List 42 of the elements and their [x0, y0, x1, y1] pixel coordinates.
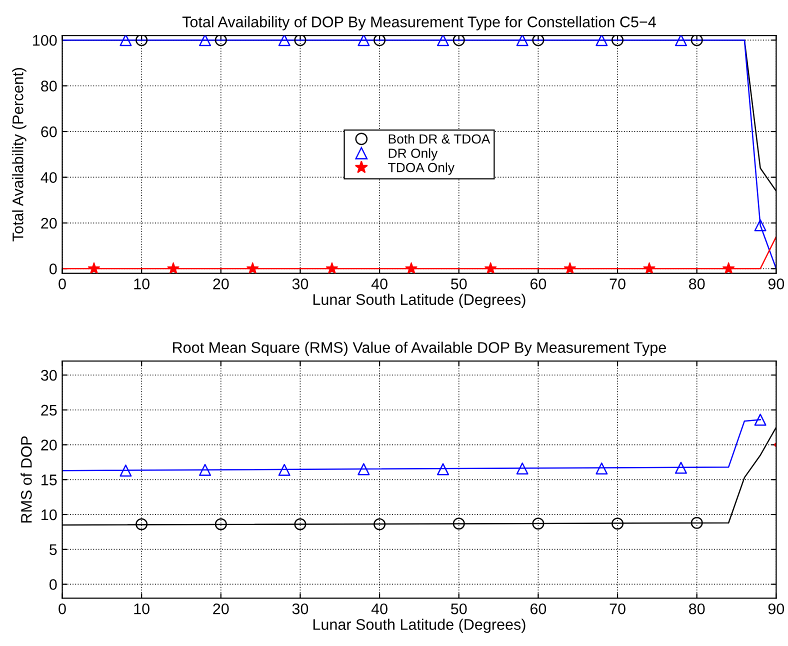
x-tick-label: 80: [689, 603, 705, 614]
y-tick-label: 5: [50, 544, 57, 556]
chart-title: Root Mean Square (RMS) Value of Available DOP By Measurement Type: [173, 342, 666, 356]
x-tick-label: 40: [371, 603, 388, 614]
chart-title: Total Availability of DOP By Measurement Type for Constellation C5−4: [182, 16, 656, 30]
x-tick-label: 30: [292, 603, 308, 614]
y-tick-label: 40: [40, 172, 57, 183]
x-tick-label: 60: [530, 278, 546, 290]
x-tick-label: 50: [450, 278, 467, 290]
x-tick-label: 60: [530, 603, 546, 614]
x-tick-label: 0: [58, 603, 66, 614]
x-tick-label: 70: [610, 603, 626, 614]
y-tick-label: 100: [33, 34, 57, 46]
x-tick-label: 10: [134, 603, 150, 614]
x-tick-label: 20: [213, 603, 229, 614]
x-axis-title: Lunar South Latitude (Degrees): [313, 618, 526, 633]
x-tick-label: 30: [292, 278, 308, 290]
legend-label: DR Only: [388, 148, 438, 161]
x-axis-title: Lunar South Latitude (Degrees): [313, 294, 526, 308]
x-tick-label: 20: [213, 278, 229, 290]
y-axis-title: Total Availability (Percent): [12, 68, 26, 242]
x-tick-label: 90: [768, 278, 784, 290]
x-tick-label: 80: [689, 278, 705, 290]
legend-label: TDOA Only: [388, 162, 454, 175]
y-tick-label: 15: [42, 474, 57, 486]
y-tick-label: 30: [40, 370, 57, 381]
y-tick-label: 10: [42, 509, 57, 520]
y-tick-label: 20: [41, 440, 57, 450]
y-tick-label: 20: [41, 218, 57, 229]
y-tick-label: 0: [49, 579, 57, 590]
x-tick-label: 10: [134, 278, 150, 290]
y-axis-title: RMS of DOP: [20, 436, 32, 523]
y-tick-label: 60: [41, 126, 57, 138]
x-tick-label: 70: [610, 278, 626, 290]
y-tick-label: 80: [41, 80, 57, 92]
x-tick-label: 0: [58, 278, 66, 290]
x-tick-label: 90: [768, 603, 784, 614]
legend-label: Both DR & TDOA: [388, 134, 490, 144]
x-tick-label: 40: [371, 278, 388, 290]
y-tick-label: 25: [41, 404, 57, 416]
x-tick-label: 50: [450, 603, 467, 614]
y-tick-label: 0: [49, 264, 57, 274]
